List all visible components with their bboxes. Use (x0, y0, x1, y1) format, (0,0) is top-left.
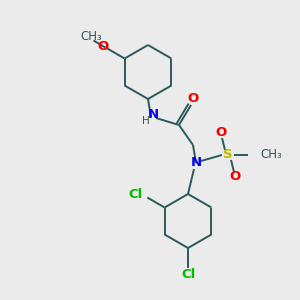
Text: Cl: Cl (128, 188, 142, 201)
Text: S: S (223, 148, 233, 161)
Text: O: O (98, 40, 109, 53)
Text: O: O (215, 127, 226, 140)
Text: N: N (190, 157, 202, 169)
Text: CH₃: CH₃ (260, 148, 282, 160)
Text: CH₃: CH₃ (81, 30, 102, 43)
Text: Cl: Cl (181, 268, 195, 281)
Text: O: O (188, 92, 199, 104)
Text: H: H (142, 116, 150, 126)
Text: N: N (147, 109, 159, 122)
Text: O: O (230, 170, 241, 184)
